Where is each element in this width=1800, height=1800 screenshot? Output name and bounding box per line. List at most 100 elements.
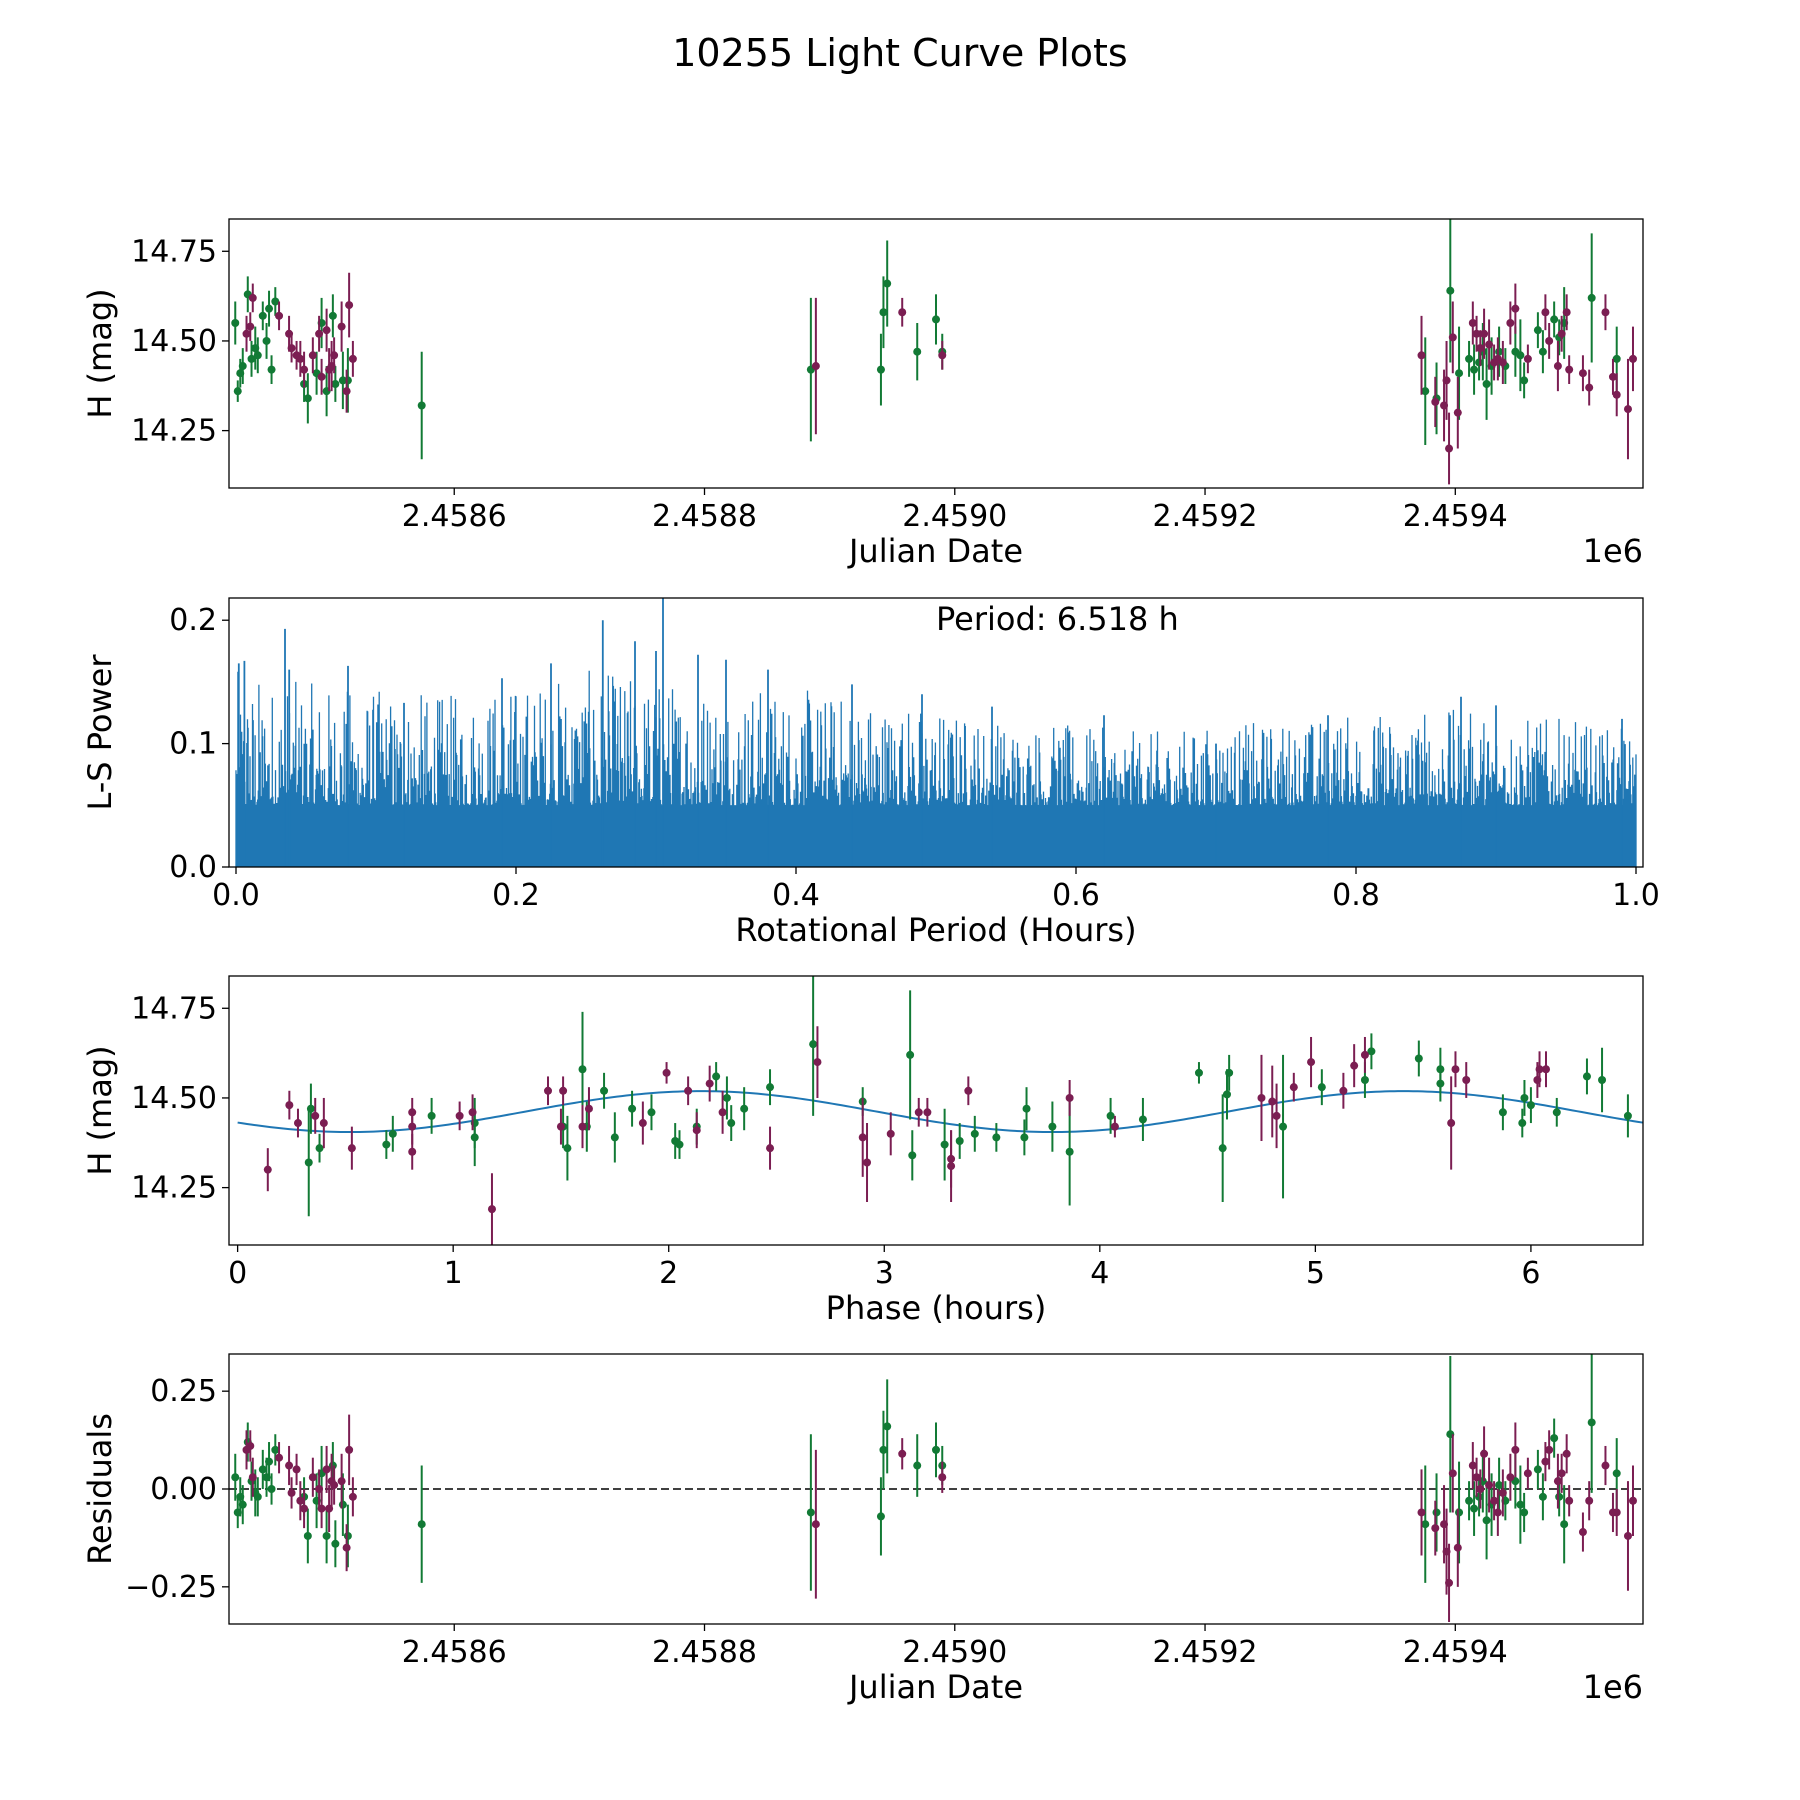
data-point — [285, 1101, 294, 1110]
x-tick-label: 0.2 — [492, 878, 540, 913]
data-point — [315, 1144, 324, 1153]
data-point — [265, 1457, 274, 1466]
data-point — [1480, 1449, 1489, 1458]
data-point — [1520, 376, 1529, 385]
data-point — [740, 1104, 749, 1113]
data-point — [1628, 1496, 1637, 1505]
data-point — [1065, 1093, 1074, 1102]
data-point — [1360, 1076, 1369, 1085]
data-point — [1485, 340, 1494, 349]
y-axis-label: Residuals — [81, 1413, 119, 1565]
data-point — [1194, 1068, 1203, 1077]
data-point — [1612, 1508, 1621, 1517]
data-point — [1565, 1496, 1574, 1505]
data-point — [1446, 286, 1455, 295]
data-point — [306, 1104, 315, 1113]
data-point — [296, 354, 305, 363]
x-tick-label: 2.4586 — [402, 499, 507, 534]
data-point — [343, 1531, 352, 1540]
x-offset-label: 1e6 — [1583, 532, 1643, 570]
data-point — [1585, 383, 1594, 392]
data-point — [348, 1492, 357, 1501]
x-tick-label: 2.4592 — [1153, 499, 1258, 534]
plot-frame — [228, 975, 1644, 1246]
data-point — [382, 1140, 391, 1149]
data-point — [1451, 1065, 1460, 1074]
data-point — [1545, 1445, 1554, 1454]
model-fit-curve — [237, 1090, 1643, 1134]
data-point — [1498, 1488, 1507, 1497]
data-point — [271, 1445, 280, 1454]
data-point — [1535, 1065, 1544, 1074]
data-point — [1272, 1111, 1281, 1120]
data-point — [1511, 304, 1520, 313]
data-point — [938, 351, 947, 360]
data-point — [1608, 372, 1617, 381]
data-point — [705, 1079, 714, 1088]
x-tick-label: 5 — [1306, 1256, 1325, 1291]
data-point — [813, 1058, 822, 1067]
data-point — [248, 1473, 257, 1482]
data-point — [1560, 1520, 1569, 1529]
data-point — [628, 1104, 637, 1113]
data-point — [809, 1040, 818, 1049]
y-tick-label: 14.75 — [131, 234, 217, 269]
data-point — [1520, 1093, 1529, 1102]
y-axis-label: L-S Power — [81, 654, 119, 811]
data-point — [1468, 319, 1477, 328]
data-point — [233, 387, 242, 396]
data-point — [348, 354, 357, 363]
data-point — [1350, 1061, 1359, 1070]
data-point — [322, 1531, 331, 1540]
data-point — [238, 362, 247, 371]
data-point — [1317, 1083, 1326, 1092]
y-tick-label: 14.50 — [131, 1081, 217, 1116]
data-point — [913, 347, 922, 356]
data-point — [1523, 1469, 1532, 1478]
data-point — [1222, 1090, 1231, 1099]
y-tick-label: 14.25 — [131, 414, 217, 449]
data-point — [238, 1500, 247, 1509]
data-point — [898, 1449, 907, 1458]
data-point — [1482, 379, 1491, 388]
data-point — [1218, 1144, 1227, 1153]
x-axis-label: Rotational Period (Hours) — [735, 911, 1136, 949]
data-point — [610, 1133, 619, 1142]
y-tick-label: 0.0 — [169, 850, 217, 885]
data-point — [287, 344, 296, 353]
data-point — [584, 1104, 593, 1113]
data-point — [487, 1205, 496, 1214]
data-point — [1533, 1465, 1542, 1474]
y-axis-label: H (mag) — [81, 1045, 119, 1175]
data-point — [231, 319, 240, 328]
x-axis-label: Julian Date — [847, 532, 1023, 570]
data-point — [246, 322, 255, 331]
data-point — [1480, 329, 1489, 338]
data-point — [1538, 1492, 1547, 1501]
data-point — [303, 394, 312, 403]
data-point — [285, 1461, 294, 1470]
data-point — [308, 351, 317, 360]
data-point — [1520, 1508, 1529, 1517]
data-point — [1612, 1469, 1621, 1478]
x-tick-label: 0.4 — [772, 878, 820, 913]
data-point — [470, 1133, 479, 1142]
data-point — [1360, 1050, 1369, 1059]
data-point — [806, 1508, 815, 1517]
y-tick-label: −0.25 — [125, 1570, 217, 1605]
x-axis-label: Phase (hours) — [826, 1289, 1047, 1327]
data-point — [267, 1485, 276, 1493]
data-point — [1442, 376, 1451, 385]
data-point — [1490, 1496, 1499, 1505]
data-point — [342, 387, 351, 396]
data-point — [1455, 1508, 1464, 1517]
data-point — [766, 1144, 775, 1153]
data-point — [263, 1165, 272, 1174]
data-point — [271, 297, 280, 306]
y-tick-label: 0.00 — [150, 1472, 217, 1507]
data-point — [1552, 1108, 1561, 1117]
data-point — [1476, 1485, 1485, 1493]
plot-area — [237, 976, 1643, 1245]
data-point — [258, 1465, 267, 1474]
data-point — [417, 401, 426, 410]
